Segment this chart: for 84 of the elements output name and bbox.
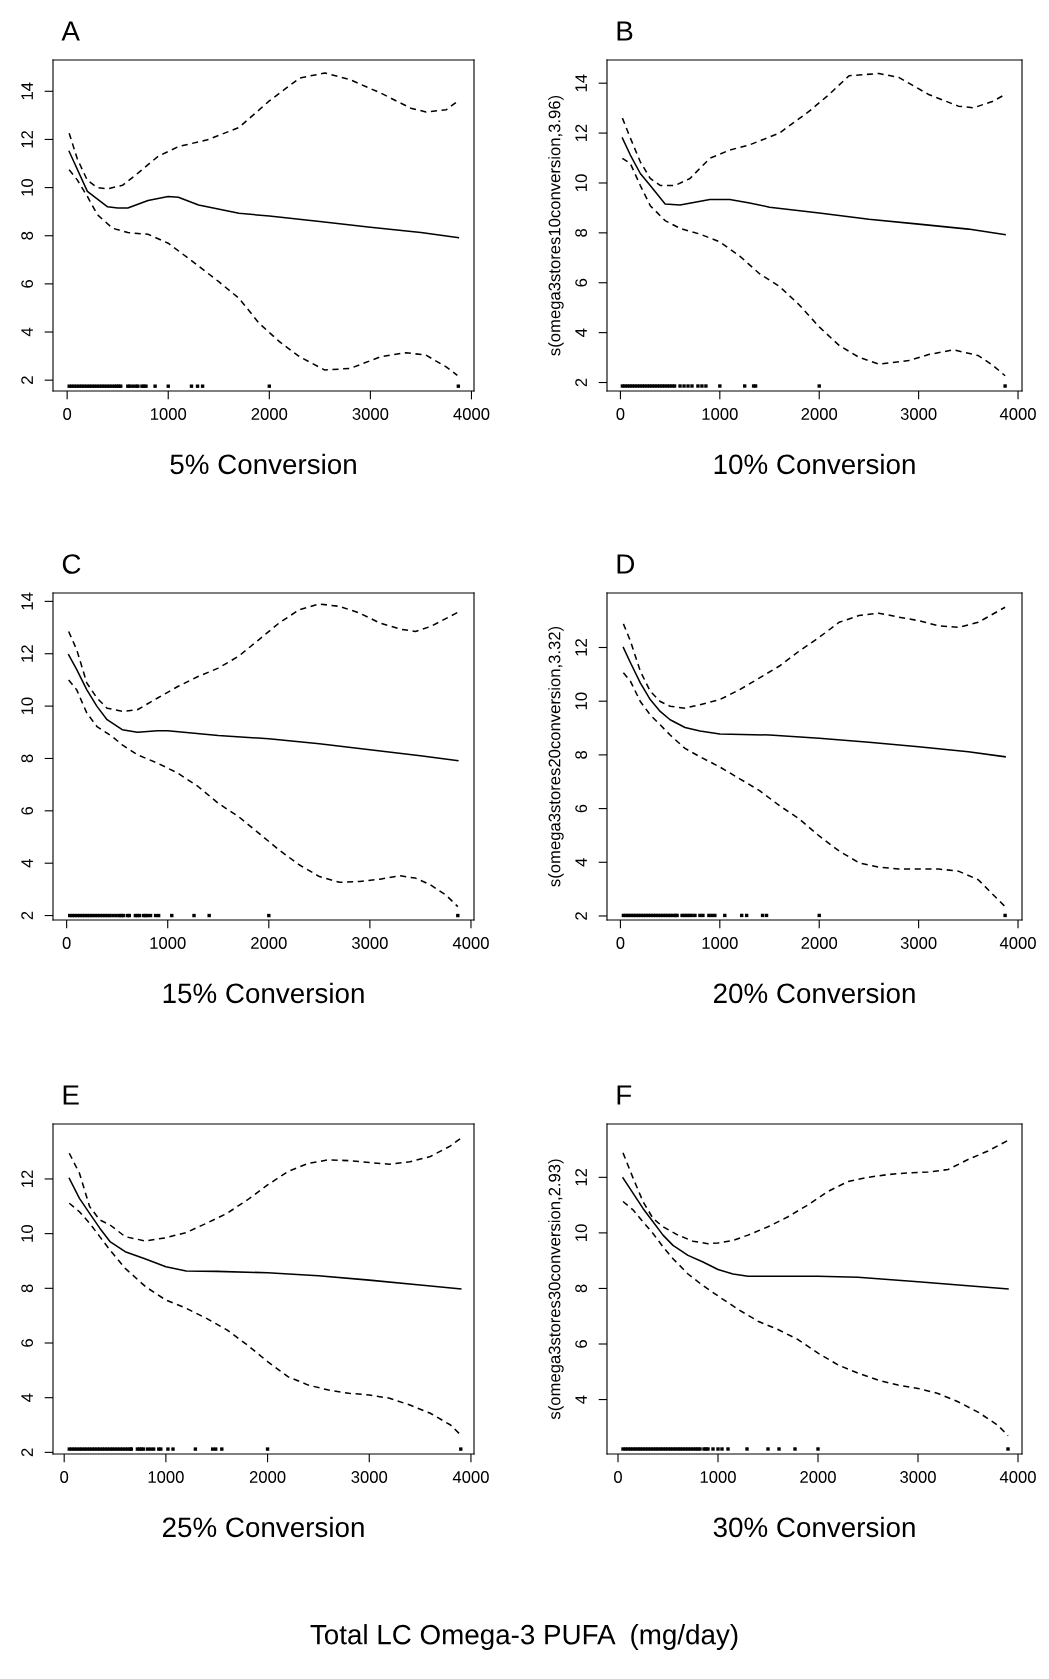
y-tick-label: 8 [21,754,34,763]
y-tick-label: 8 [21,231,34,240]
x-axis-title: 20% Conversion [713,982,915,1004]
y-tick-label: 10 [575,1224,588,1241]
x-axis-title: 25% Conversion [162,1516,364,1538]
y-tick-label: 6 [575,1340,588,1348]
y-tick-label: 14 [21,592,33,610]
y-tick-label: 4 [575,858,587,867]
y-tick-label: 12 [575,639,587,656]
y-tick-label: 8 [575,228,588,237]
x-tick-label: 2000 [251,408,288,420]
y-tick-label: 14 [21,82,33,100]
y-axis-title: s(omega3stores30conversion,2.93) [548,1159,564,1420]
y-tick-label: 12 [575,124,587,142]
y-tick-label: 6 [21,279,34,288]
y-tick-label: 10 [21,697,34,715]
x-tick-label: 2000 [801,937,838,949]
y-tick-label: 2 [575,378,587,387]
y-tick-label: 6 [21,806,34,815]
x-tick-label: 4000 [999,1471,1036,1483]
y-tick-label: 10 [21,1225,34,1242]
y-tick-label: 6 [575,278,588,287]
x-tick-label: 2000 [800,1471,836,1483]
x-tick-label: 0 [60,1471,69,1483]
y-tick-label: 4 [21,1393,33,1402]
x-axis-title: 15% Conversion [163,982,364,1004]
chart-title: B [617,21,633,41]
x-tick-label: 3000 [900,1471,936,1483]
y-tick-label: 2 [21,1448,33,1457]
y-tick-label: 4 [575,328,587,337]
y-tick-label: 10 [575,692,588,710]
y-tick-label: 12 [575,1168,587,1186]
x-tick-label: 3000 [352,408,389,420]
x-tick-label: 3000 [351,937,388,949]
chart-title: C [62,554,81,574]
chart-title: E [63,1085,79,1105]
x-axis-title: 10% Conversion [714,453,915,475]
x-tick-label: 3000 [351,1471,388,1483]
x-tick-label: 4000 [452,1471,489,1483]
y-tick-label: 12 [21,645,33,662]
x-tick-label: 3000 [900,408,937,420]
x-tick-label: 2000 [801,408,838,420]
x-tick-label: 2000 [249,1471,286,1483]
x-tick-label: 0 [616,937,625,949]
chart-title: D [617,554,635,574]
y-tick-label: 6 [575,804,588,813]
y-tick-label: 14 [575,74,587,92]
x-tick-label: 4000 [999,937,1036,949]
y-tick-label: 6 [21,1339,34,1347]
chart-title: A [61,21,80,41]
x-tick-label: 2000 [251,937,287,949]
y-tick-label: 2 [21,376,33,384]
x-tick-label: 1000 [150,408,187,420]
y-tick-label: 10 [21,178,34,196]
y-tick-label: 12 [21,1170,33,1187]
y-tick-label: 8 [21,1284,34,1293]
y-tick-label: 4 [21,327,33,337]
x-tick-label: 1000 [148,1471,184,1483]
y-tick-label: 8 [575,1284,588,1293]
x-tick-label: 1000 [702,408,738,420]
y-tick-label: 12 [21,131,33,148]
x-axis-title: 30% Conversion [713,1516,915,1538]
y-tick-label: 8 [575,750,588,759]
chart-title: F [617,1085,632,1105]
x-tick-label: 4000 [452,937,489,949]
x-tick-label: 4000 [453,408,490,420]
y-tick-label: 2 [575,912,587,920]
x-tick-label: 0 [614,1471,622,1483]
x-tick-label: 0 [62,937,71,949]
y-tick-label: 4 [575,1395,587,1404]
y-tick-label: 4 [21,859,33,868]
x-tick-label: 0 [616,408,625,420]
x-tick-label: 4000 [999,408,1036,420]
x-axis-title: 5% Conversion [170,453,356,475]
x-tick-label: 1000 [700,1471,736,1483]
x-tick-label: 1000 [702,937,738,949]
text: Total LC Omega-3 PUFA (mg/day) [310,1624,738,1650]
y-axis-title: s(omega3stores10conversion,3.96) [548,95,564,356]
x-tick-label: 0 [63,408,72,420]
x-tick-label: 1000 [150,937,186,949]
y-axis-title: s(omega3stores20conversion,3.32) [548,626,564,887]
x-tick-label: 3000 [900,937,937,949]
y-tick-label: 10 [575,174,588,191]
y-tick-label: 2 [21,911,33,920]
